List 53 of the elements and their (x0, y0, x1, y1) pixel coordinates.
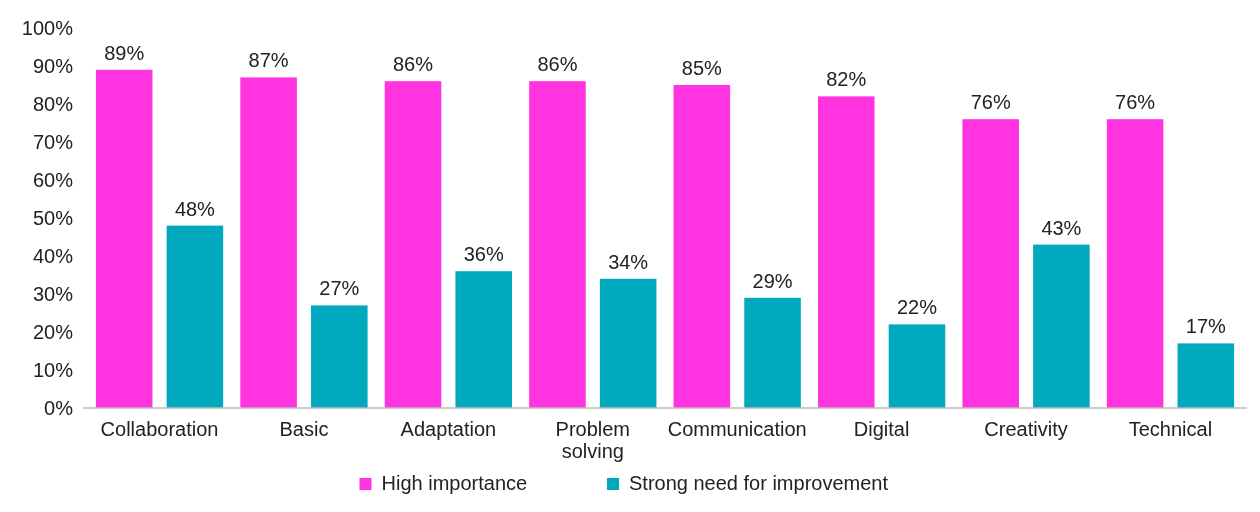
y-tick-label: 70% (32, 131, 74, 153)
data-label: 85% (681, 57, 723, 79)
bar (817, 96, 875, 408)
data-label: 17% (1185, 315, 1227, 338)
data-label: 89% (104, 41, 145, 64)
data-label: 82% (826, 68, 867, 91)
x-tick-label: Basic (279, 418, 329, 440)
bar (599, 278, 657, 408)
bar (744, 297, 801, 408)
data-label: 87% (248, 49, 289, 72)
data-label: 22% (896, 296, 938, 319)
y-tick-label: 10% (32, 359, 74, 381)
y-tick-label: 30% (32, 283, 74, 305)
x-tick-label: Creativity (984, 418, 1068, 440)
x-tick-label: Problem solving (555, 418, 631, 462)
data-label: 86% (393, 53, 434, 76)
bar (455, 271, 513, 408)
y-tick-label: 40% (32, 245, 74, 267)
bar (1177, 343, 1235, 408)
data-label: 76% (970, 91, 1011, 114)
data-label: 76% (1115, 91, 1156, 114)
bar (95, 69, 153, 408)
x-tick-label: Adaptation (400, 418, 497, 440)
legend-label: High importance (381, 472, 528, 494)
bar (384, 81, 442, 408)
data-label: 86% (537, 53, 578, 76)
data-label: 48% (174, 197, 216, 220)
legend-label: Strong need for improvement (629, 472, 889, 494)
y-tick-label: 50% (32, 207, 74, 229)
bar (1033, 244, 1090, 408)
y-tick-label: 90% (32, 55, 74, 77)
y-tick-label: 60% (32, 169, 74, 191)
bar (240, 77, 297, 408)
y-tick-label: 0% (44, 397, 74, 419)
bar (311, 305, 368, 408)
y-tick-label: 80% (32, 93, 74, 115)
data-label: 27% (319, 277, 360, 300)
x-tick-label: Digital (853, 418, 910, 440)
y-tick-label: 100% (21, 17, 74, 39)
y-tick-label: 20% (32, 321, 74, 343)
x-tick-label: Communication (667, 418, 807, 440)
bar (673, 85, 731, 408)
data-label: 34% (608, 250, 649, 273)
bar (1106, 119, 1164, 408)
bar (529, 81, 586, 408)
bar (962, 119, 1019, 408)
data-label: 43% (1041, 216, 1082, 239)
x-tick-label: Collaboration (100, 418, 219, 440)
data-label: 29% (752, 269, 793, 292)
x-tick-label: Technical (1128, 418, 1213, 440)
bar (888, 324, 946, 408)
data-label: 36% (463, 243, 504, 266)
bar (166, 225, 224, 408)
